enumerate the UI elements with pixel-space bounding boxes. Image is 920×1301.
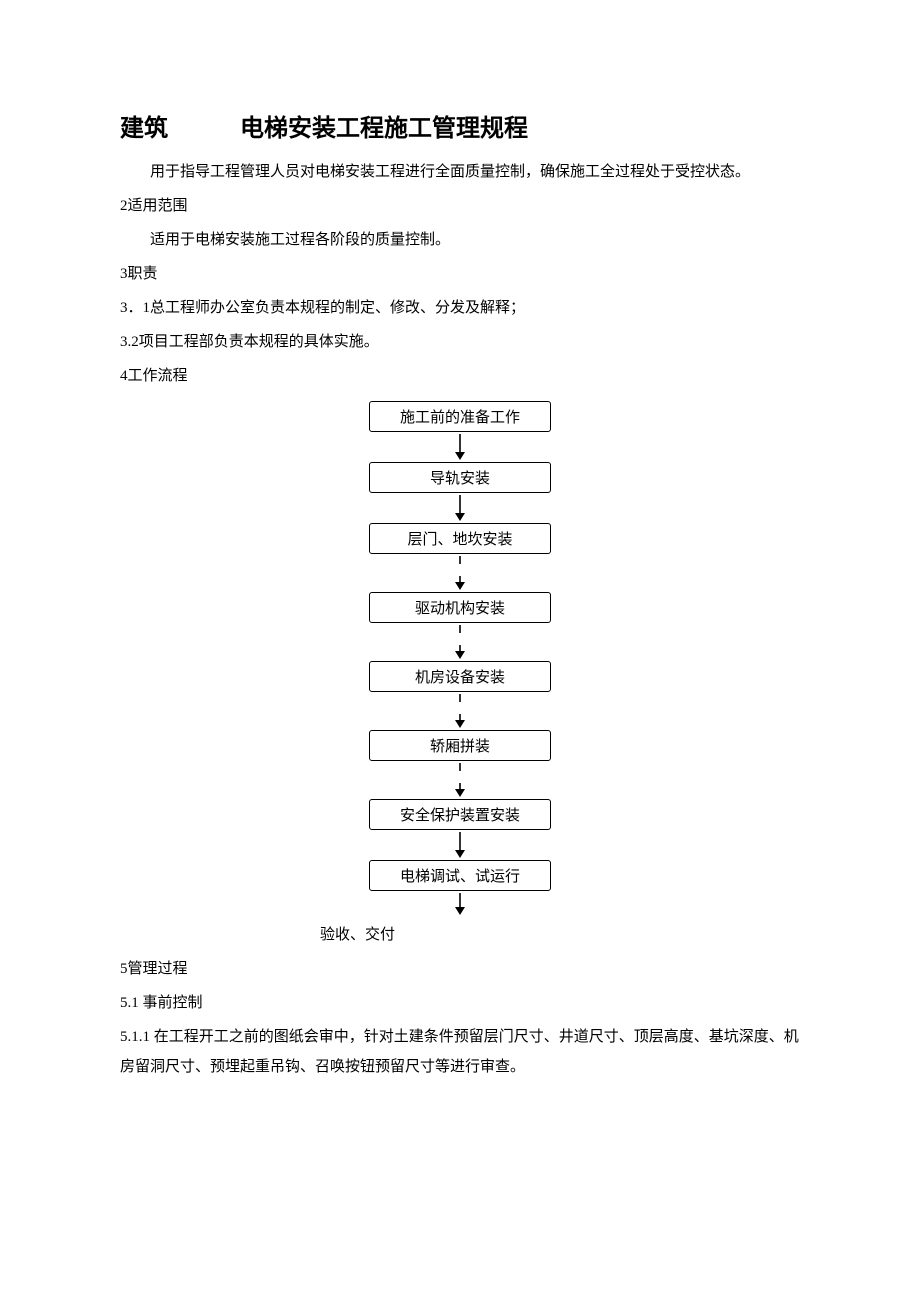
section-5-1-1: 5.1.1 在工程开工之前的图纸会审中，针对土建条件预留层门尺寸、井道尺寸、顶层…	[120, 1022, 800, 1082]
flow-arrow	[450, 432, 470, 462]
page: 建筑 电梯安装工程施工管理规程 用于指导工程管理人员对电梯安装工程进行全面质量控制…	[0, 0, 920, 1146]
flow-arrow	[450, 554, 470, 592]
flow-node: 轿厢拼装	[369, 730, 551, 761]
flow-arrow	[450, 623, 470, 661]
flowchart: 施工前的准备工作导轨安装层门、地坎安装驱动机构安装机房设备安装轿厢拼装安全保护装…	[356, 401, 564, 917]
flow-node: 施工前的准备工作	[369, 401, 551, 432]
flow-arrow	[450, 692, 470, 730]
section-3-heading: 3职责	[120, 259, 800, 289]
intro-paragraph: 用于指导工程管理人员对电梯安装工程进行全面质量控制，确保施工全过程处于受控状态。	[120, 157, 800, 187]
flow-arrow	[450, 830, 470, 860]
section-5-heading: 5管理过程	[120, 954, 800, 984]
flow-node: 层门、地坎安装	[369, 523, 551, 554]
flow-final-text: 验收、交付	[320, 923, 800, 944]
section-3-2: 3.2项目工程部负责本规程的具体实施。	[120, 327, 800, 357]
section-4-heading: 4工作流程	[120, 361, 800, 391]
section-2-heading: 2适用范围	[120, 191, 800, 221]
flow-node: 驱动机构安装	[369, 592, 551, 623]
page-title: 建筑 电梯安装工程施工管理规程	[120, 108, 800, 143]
section-5-1: 5.1 事前控制	[120, 988, 800, 1018]
title-left: 建筑	[120, 116, 168, 142]
flowchart-container: 施工前的准备工作导轨安装层门、地坎安装驱动机构安装机房设备安装轿厢拼装安全保护装…	[120, 401, 800, 917]
section-2-body: 适用于电梯安装施工过程各阶段的质量控制。	[120, 225, 800, 255]
flow-node: 机房设备安装	[369, 661, 551, 692]
flow-node: 安全保护装置安装	[369, 799, 551, 830]
flow-arrow	[450, 891, 470, 917]
flow-arrow	[450, 761, 470, 799]
flow-arrow	[450, 493, 470, 523]
flow-node: 导轨安装	[369, 462, 551, 493]
section-3-1: 3．1总工程师办公室负责本规程的制定、修改、分发及解释；	[120, 293, 800, 323]
flow-node: 电梯调试、试运行	[369, 860, 551, 891]
title-right: 电梯安装工程施工管理规程	[240, 116, 528, 142]
